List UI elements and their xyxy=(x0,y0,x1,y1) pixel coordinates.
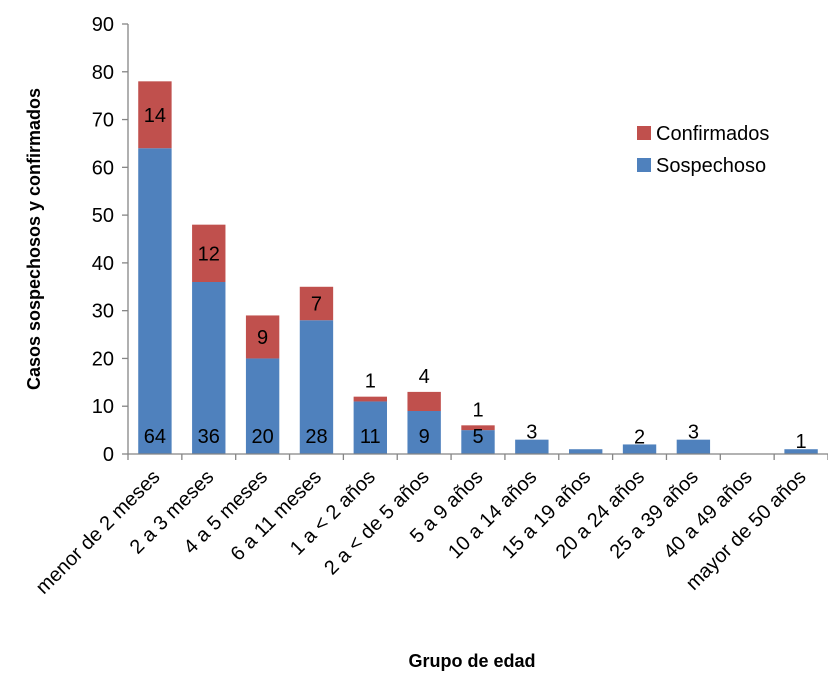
y-axis-title: Casos sospechosos y confirmados xyxy=(24,88,44,390)
bar-confirmados xyxy=(461,425,495,431)
bar-sospechoso xyxy=(192,282,226,454)
data-label-confirmados: 12 xyxy=(198,243,220,265)
bar-sospechoso xyxy=(407,411,441,454)
data-label-sospechoso: 28 xyxy=(305,426,327,448)
bar-sospechoso xyxy=(569,449,603,454)
data-label-confirmados: 1 xyxy=(365,371,376,393)
bar-sospechoso xyxy=(784,449,818,454)
data-label-sospechoso: 5 xyxy=(472,426,483,448)
bar-sospechoso xyxy=(138,148,172,454)
legend-swatch xyxy=(637,126,651,140)
data-label-confirmados: 14 xyxy=(144,105,166,127)
legend: Confirmados Sospechoso xyxy=(637,123,769,177)
bar-confirmados xyxy=(245,315,280,359)
data-label-sospechoso: 2 xyxy=(634,426,645,448)
data-label-sospechoso: 64 xyxy=(144,426,166,448)
y-tick-label: 40 xyxy=(92,253,114,275)
data-label-sospechoso: 11 xyxy=(360,426,381,448)
data-label-sospechoso: 36 xyxy=(198,426,220,448)
bar-sospechoso xyxy=(245,358,280,454)
bar-confirmados xyxy=(138,81,172,149)
data-label-confirmados: 9 xyxy=(257,327,268,349)
data-label-sospechoso: 20 xyxy=(251,426,273,448)
y-tick-label: 20 xyxy=(92,348,114,370)
y-tick-label: 60 xyxy=(92,157,114,179)
y-tick-label: 70 xyxy=(92,110,114,132)
y-tick-label: 90 xyxy=(92,14,114,36)
bar-sospechoso xyxy=(353,401,387,454)
data-label-sospechoso: 3 xyxy=(526,422,537,444)
bar-sospechoso xyxy=(299,320,334,454)
data-label-sospechoso: 3 xyxy=(688,422,699,444)
y-tick-label: 0 xyxy=(103,444,114,466)
y-axis-ticks: 0 10 20 30 40 50 60 70 80 90 xyxy=(92,14,128,466)
y-tick-label: 80 xyxy=(92,62,114,84)
y-tick-label: 30 xyxy=(92,301,114,323)
bar-sospechoso xyxy=(515,439,549,454)
data-label-sospechoso: 1 xyxy=(796,431,807,453)
x-axis-title: Grupo de edad xyxy=(408,651,535,671)
bar-confirmados xyxy=(192,224,226,282)
y-tick-label: 50 xyxy=(92,205,114,227)
data-label-sospechoso: 9 xyxy=(419,426,430,448)
data-label-confirmados: 7 xyxy=(311,294,322,316)
bar-sospechoso xyxy=(622,444,657,454)
data-label-confirmados: 4 xyxy=(419,366,430,388)
legend-label: Confirmados xyxy=(656,123,769,145)
legend-swatch xyxy=(637,158,651,172)
y-tick-label: 10 xyxy=(92,396,114,418)
legend-label: Sospechoso xyxy=(656,155,766,177)
bar-sospechoso xyxy=(461,430,495,454)
bar-confirmados xyxy=(407,391,441,411)
bar-confirmados xyxy=(353,396,387,402)
bar-sospechoso xyxy=(676,439,711,454)
bars-layer xyxy=(138,81,818,454)
bar-confirmados xyxy=(299,286,334,321)
data-label-confirmados: 1 xyxy=(472,399,483,421)
